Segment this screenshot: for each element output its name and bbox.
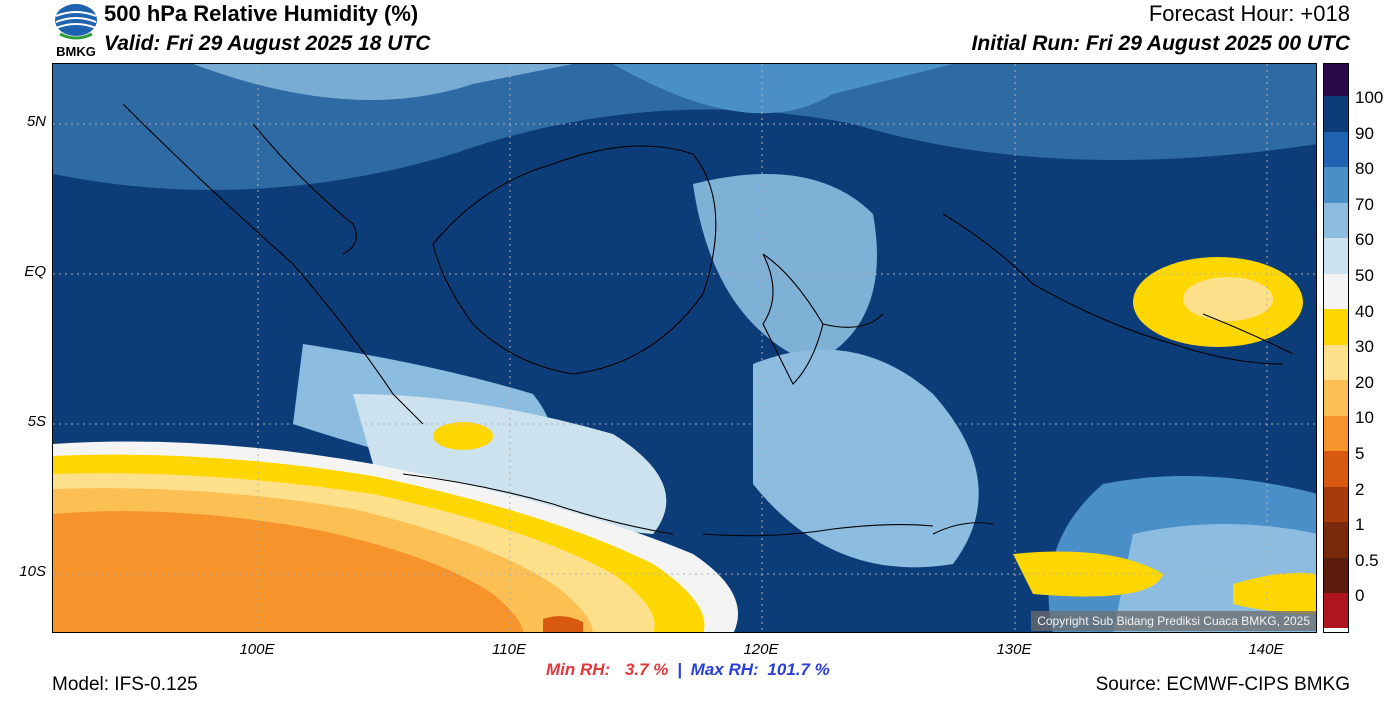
lat-label-5n: 5N: [26, 113, 46, 130]
colorbar-swatch: [1324, 522, 1348, 558]
colorbar-label: 0.5: [1355, 551, 1379, 570]
colorbar-swatch: [1324, 451, 1348, 487]
colorbar-label: 30: [1355, 337, 1374, 356]
lat-label-5s: 5S: [27, 413, 46, 430]
bmkg-logo: BMKG: [52, 2, 100, 59]
colorbar-swatch: [1324, 487, 1348, 522]
lon-label-140e: 140E: [1248, 641, 1284, 658]
colorbar-swatch: [1324, 132, 1348, 167]
colorbar-label: 90: [1355, 124, 1374, 143]
valid-time: Valid: Fri 29 August 2025 18 UTC: [104, 32, 431, 55]
stats-separator: |: [677, 660, 682, 679]
max-rh-label: Max RH:: [690, 660, 759, 679]
source-label: Source: ECMWF-CIPS BMKG: [1095, 674, 1350, 695]
lon-label-110e: 110E: [492, 641, 526, 658]
lon-label-100e: 100E: [239, 641, 275, 658]
rh-stats: Min RH: 3.7 % | Max RH: 101.7 %: [546, 660, 830, 680]
forecast-hour: Forecast Hour: +018: [1148, 1, 1350, 26]
colorbar-swatch: [1324, 238, 1348, 274]
colorbar-swatch: [1324, 274, 1348, 309]
colorbar-label: 50: [1355, 266, 1374, 285]
logo-text: BMKG: [56, 44, 96, 58]
colorbar-label: 1: [1355, 515, 1365, 534]
colorbar-label: 60: [1355, 230, 1374, 249]
lat-label-eq: EQ: [24, 263, 46, 280]
colorbar-swatch: [1324, 345, 1348, 380]
colorbar-label: 0: [1355, 586, 1365, 605]
lon-label-120e: 120E: [743, 641, 779, 658]
chart-title: 500 hPa Relative Humidity (%): [104, 1, 419, 26]
colorbar-label: 20: [1355, 373, 1374, 392]
colorbar-swatch: [1324, 203, 1348, 238]
colorbar: [1323, 63, 1349, 633]
colorbar-label: 100: [1355, 88, 1384, 107]
copyright-notice: Copyright Sub Bidang Prediksi Cuaca BMKG…: [1031, 611, 1316, 631]
colorbar-label: 5: [1355, 444, 1365, 463]
colorbar-swatch: [1324, 380, 1348, 416]
lon-label-130e: 130E: [996, 641, 1032, 658]
min-rh-value: 3.7 %: [624, 660, 669, 679]
max-rh-value: 101.7 %: [767, 660, 830, 679]
colorbar-label: 10: [1355, 408, 1374, 427]
humidity-map: [52, 63, 1317, 633]
colorbar-label: 40: [1355, 302, 1374, 321]
colorbar-swatch: [1324, 558, 1348, 593]
colorbar-swatch: [1324, 167, 1348, 203]
min-rh-label: Min RH:: [546, 660, 611, 679]
lat-label-10s: 10S: [19, 563, 46, 580]
model-label: Model: IFS-0.125: [52, 674, 198, 695]
colorbar-label: 70: [1355, 195, 1374, 214]
initial-run: Initial Run: Fri 29 August 2025 00 UTC: [971, 32, 1350, 55]
colorbar-label: 80: [1355, 159, 1374, 178]
colorbar-swatch: [1324, 309, 1348, 345]
colorbar-label: 2: [1355, 480, 1365, 499]
colorbar-swatch: [1324, 593, 1348, 628]
colorbar-swatch: [1324, 416, 1348, 451]
colorbar-swatch: [1324, 64, 1348, 96]
colorbar-swatch: [1324, 96, 1348, 132]
